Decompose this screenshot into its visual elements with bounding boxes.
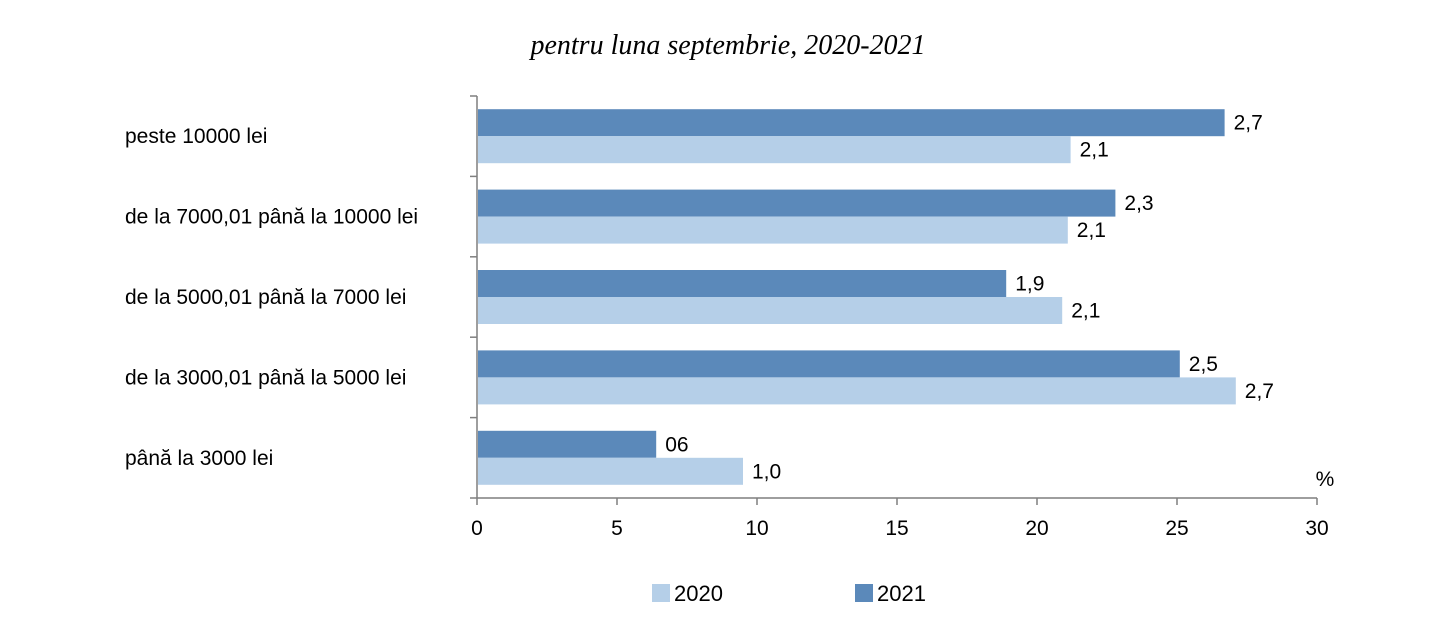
legend-label-2020: 2020 — [674, 581, 723, 606]
data-label-2020: 2,1 — [1080, 139, 1109, 162]
data-label-2021: 2,5 — [1189, 353, 1218, 376]
x-tick-label: 0 — [471, 517, 483, 540]
x-tick-label: 15 — [885, 517, 908, 540]
bar-2020-1 — [478, 216, 1068, 244]
category-label: până la 3000 lei — [125, 447, 273, 470]
x-unit-label: % — [1316, 468, 1335, 491]
x-tick-label: 25 — [1165, 517, 1188, 540]
data-label-2021: 2,3 — [1124, 192, 1153, 215]
legend-swatch-2021 — [855, 584, 873, 602]
category-label: de la 7000,01 până la 10000 lei — [125, 206, 418, 229]
bar-2021-4 — [478, 430, 657, 458]
x-tick-label: 10 — [745, 517, 768, 540]
category-label: de la 5000,01 până la 7000 lei — [125, 286, 406, 309]
category-label: peste 10000 lei — [125, 125, 267, 148]
data-label-2020: 2,1 — [1077, 219, 1106, 242]
data-label-2020: 2,7 — [1245, 380, 1274, 403]
bar-2020-2 — [478, 297, 1063, 324]
bar-2021-1 — [478, 189, 1116, 217]
x-tick-label: 5 — [611, 517, 623, 540]
data-label-2021: 2,7 — [1234, 112, 1263, 135]
bar-2020-3 — [478, 377, 1236, 405]
bar-2020-4 — [478, 457, 743, 485]
bar-2021-2 — [478, 270, 1007, 297]
data-label-2020: 1,0 — [752, 460, 781, 483]
data-label-2021: 06 — [665, 433, 688, 456]
data-label-2020: 2,1 — [1071, 300, 1100, 323]
chart-title: pentru luna septembrie, 2020-2021 — [530, 30, 926, 61]
data-label-2021: 1,9 — [1015, 273, 1044, 296]
legend-swatch-2020 — [652, 584, 670, 602]
legend-label-2021: 2021 — [877, 581, 926, 606]
x-tick-label: 30 — [1305, 517, 1328, 540]
category-label: de la 3000,01 până la 5000 lei — [125, 366, 406, 389]
bar-2021-0 — [478, 109, 1225, 137]
x-tick-label: 20 — [1025, 517, 1048, 540]
bar-2020-0 — [478, 136, 1071, 164]
bar-2021-3 — [478, 350, 1180, 378]
